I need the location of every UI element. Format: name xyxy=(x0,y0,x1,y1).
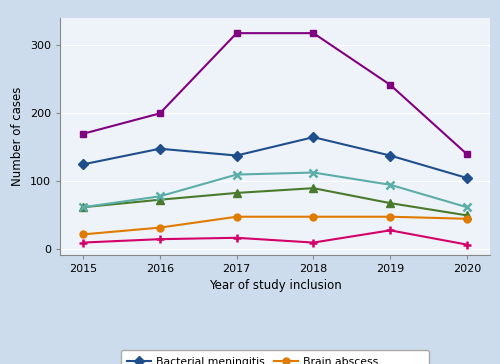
Brain abscess xyxy=(157,225,163,230)
Brain abscess xyxy=(234,214,239,219)
Encephalitis xyxy=(157,198,163,202)
Neurosyphilis xyxy=(80,240,86,245)
Line: Brain abscess: Brain abscess xyxy=(80,213,470,238)
Brain abscess xyxy=(80,232,86,237)
Brain abscess xyxy=(387,214,393,219)
Lyme neuroborreliosis xyxy=(387,183,393,187)
Encephalitis xyxy=(464,213,470,218)
Lyme neuroborreliosis xyxy=(234,173,239,177)
Viral meningitis xyxy=(234,31,239,35)
Encephalitis xyxy=(80,205,86,209)
Y-axis label: Number of cases: Number of cases xyxy=(12,87,24,186)
Bacterial meningitis xyxy=(157,147,163,151)
Neurosyphilis xyxy=(387,228,393,233)
Viral meningitis xyxy=(387,83,393,87)
Lyme neuroborreliosis xyxy=(157,194,163,198)
Legend: Bacterial meningitis, Viral meningitis, Encephalitis, Brain abscess, Lyme neurob: Bacterial meningitis, Viral meningitis, … xyxy=(120,350,430,364)
Brain abscess xyxy=(310,214,316,219)
Line: Viral meningitis: Viral meningitis xyxy=(80,30,470,158)
Bacterial meningitis xyxy=(387,153,393,158)
Viral meningitis xyxy=(157,111,163,115)
Lyme neuroborreliosis xyxy=(310,170,316,175)
Line: Encephalitis: Encephalitis xyxy=(79,184,471,219)
Neurosyphilis xyxy=(310,240,316,245)
Neurosyphilis xyxy=(464,242,470,247)
Bacterial meningitis xyxy=(464,176,470,180)
Encephalitis xyxy=(234,191,239,195)
Bacterial meningitis xyxy=(80,162,86,167)
Viral meningitis xyxy=(80,132,86,136)
Brain abscess xyxy=(464,217,470,221)
Neurosyphilis xyxy=(157,237,163,241)
Neurosyphilis xyxy=(234,236,239,240)
Line: Neurosyphilis: Neurosyphilis xyxy=(79,226,471,249)
Line: Lyme neuroborreliosis: Lyme neuroborreliosis xyxy=(79,169,471,211)
Lyme neuroborreliosis xyxy=(80,205,86,209)
Encephalitis xyxy=(387,201,393,205)
Bacterial meningitis xyxy=(234,153,239,158)
X-axis label: Year of study inclusion: Year of study inclusion xyxy=(208,280,342,292)
Bacterial meningitis xyxy=(310,135,316,139)
Encephalitis xyxy=(310,186,316,190)
Lyme neuroborreliosis xyxy=(464,205,470,209)
Viral meningitis xyxy=(310,31,316,35)
Line: Bacterial meningitis: Bacterial meningitis xyxy=(80,134,470,181)
Viral meningitis xyxy=(464,152,470,157)
